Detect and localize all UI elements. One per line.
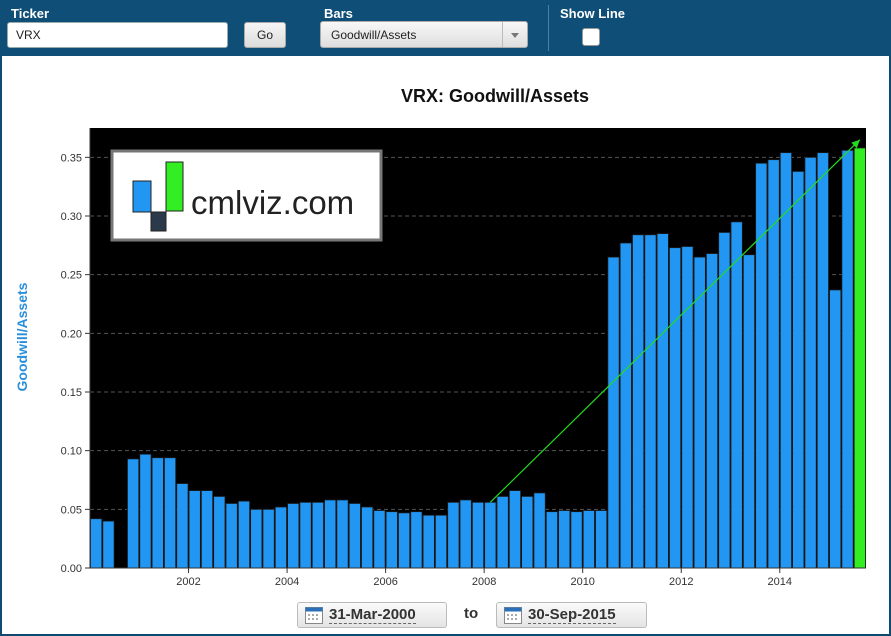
- show-line-label: Show Line: [560, 6, 625, 21]
- toolbar: Ticker Go Bars Goodwill/Assets Show Line: [0, 0, 891, 56]
- y-axis-label: Goodwill/Assets: [14, 282, 30, 392]
- calendar-icon: [504, 607, 522, 624]
- start-date-picker[interactable]: 31-Mar-2000: [297, 602, 447, 628]
- chevron-down-icon: [511, 33, 519, 38]
- chart-panel: [2, 56, 889, 634]
- end-date-picker[interactable]: 30-Sep-2015: [496, 602, 647, 628]
- ticker-input[interactable]: [7, 22, 228, 48]
- go-button[interactable]: Go: [244, 22, 286, 48]
- ticker-label: Ticker: [11, 6, 50, 21]
- start-date-text: 31-Mar-2000: [329, 606, 416, 624]
- toolbar-divider: [548, 5, 549, 51]
- bars-select[interactable]: Goodwill/Assets: [320, 21, 528, 48]
- end-date-text: 30-Sep-2015: [528, 606, 616, 624]
- chart-title: VRX: Goodwill/Assets: [400, 86, 590, 106]
- show-line-checkbox[interactable]: [582, 28, 600, 46]
- bars-label: Bars: [324, 6, 353, 21]
- bars-select-toggle[interactable]: [502, 22, 527, 47]
- date-to-label: to: [464, 605, 479, 622]
- calendar-icon: [305, 607, 323, 624]
- bars-select-value: Goodwill/Assets: [331, 28, 417, 42]
